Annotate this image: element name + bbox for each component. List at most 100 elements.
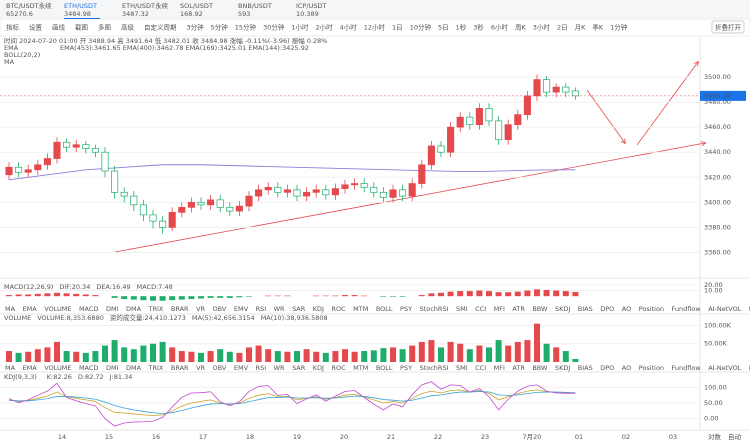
indicator-tab[interactable]: TRIX [148, 305, 164, 313]
period[interactable]: 2日 [557, 24, 568, 32]
period[interactable]: 6小时 [491, 23, 509, 32]
period[interactable]: 3秒 [473, 23, 484, 32]
toolbar-item[interactable]: 自定义周期 [144, 23, 177, 32]
indicator-tab[interactable]: StochRSI [420, 305, 449, 313]
indicator-tab[interactable]: DMA [126, 305, 142, 313]
indicator-tab[interactable]: KDJ [313, 305, 324, 313]
indicator-tab[interactable]: ROC [331, 364, 346, 372]
toolbar-item[interactable]: 画线 [52, 23, 66, 32]
indicator-tab[interactable]: Position [639, 305, 664, 313]
fold-button[interactable] [711, 20, 745, 34]
indicator-tab[interactable]: MA [5, 305, 16, 313]
indicator-tab[interactable]: SKDJ [555, 305, 570, 313]
indicator-tab[interactable]: DMA [126, 364, 142, 372]
indicator-tab[interactable]: TRIX [148, 364, 164, 372]
period[interactable]: 2小时 [315, 23, 333, 32]
indicator-tab[interactable]: WR [274, 364, 285, 372]
indicator-tab[interactable]: RSI [256, 305, 267, 313]
indicator-tab[interactable]: RSI [256, 364, 267, 372]
period[interactable]: 5日 [438, 24, 449, 32]
toolbar-item[interactable]: 设置 [29, 23, 43, 32]
indicator-tab[interactable]: BIAS [578, 305, 593, 313]
footer-option[interactable]: 对数 [708, 432, 722, 441]
tab-price[interactable]: 593 [238, 10, 250, 18]
tab-symbol[interactable]: ETH/USDT [64, 2, 97, 10]
indicator-tab[interactable]: Fundflow [672, 305, 702, 313]
indicator-tab[interactable]: AO [622, 305, 631, 313]
period[interactable]: 1分钟 [610, 23, 628, 32]
indicator-tab[interactable]: DMI [106, 364, 119, 372]
indicator-tab[interactable]: BRAR [171, 364, 189, 372]
indicator-tab[interactable]: AI-NetVOL [708, 305, 742, 313]
period[interactable]: 4小时 [340, 23, 358, 32]
tab-price[interactable]: 3487.32 [122, 10, 149, 18]
indicator-tab[interactable]: EMA [23, 364, 38, 372]
period[interactable]: 月K [575, 24, 587, 32]
indicator-tab[interactable]: DPO [600, 364, 614, 372]
tab-symbol[interactable]: ICP/USDT [296, 2, 326, 10]
indicator-tab[interactable]: WR [274, 305, 285, 313]
indicator-tab[interactable]: PSY [400, 364, 412, 372]
indicator-tab[interactable]: SAR [292, 305, 306, 313]
indicator-tab[interactable]: BBW [532, 305, 548, 313]
indicator-tab[interactable]: MFI [494, 305, 505, 313]
indicator-tab[interactable]: EMA [23, 305, 38, 313]
tab-symbol[interactable]: BNB/USDT [238, 2, 272, 10]
indicator-tab[interactable]: BOLL [376, 364, 393, 372]
indicator-tab[interactable]: AO [622, 364, 631, 372]
period[interactable]: 12小时 [364, 23, 386, 32]
indicator-tab[interactable]: SMI [456, 364, 468, 372]
period[interactable]: 10分钟 [410, 23, 432, 32]
indicator-tab[interactable]: SKDJ [555, 364, 570, 372]
period[interactable]: 3小时 [533, 23, 551, 32]
indicator-tab[interactable]: AI-NetVOL [708, 364, 742, 372]
period[interactable]: 1秒 [456, 23, 467, 32]
indicator-tab[interactable]: LSUR [749, 305, 750, 313]
indicator-tab[interactable]: BIAS [578, 364, 593, 372]
tab-symbol[interactable]: ETH/USDT永续 [122, 1, 169, 10]
indicator-tab[interactable]: MTM [353, 364, 368, 372]
tab-price[interactable]: 10.389 [296, 10, 319, 18]
indicator-tab[interactable]: LSUR [749, 364, 750, 372]
indicator-tab[interactable]: ATR [512, 364, 525, 372]
period[interactable]: 1小时 [291, 23, 309, 32]
indicator-tab[interactable]: DPO [600, 305, 614, 313]
period[interactable]: 30分钟 [263, 23, 285, 32]
indicator-tab[interactable]: MA [5, 364, 16, 372]
indicator-tab[interactable]: KDJ [313, 364, 324, 372]
period[interactable]: 季K [592, 23, 604, 32]
tab-symbol[interactable]: SOL/USDT [180, 2, 213, 10]
indicator-tab[interactable]: PSY [400, 305, 412, 313]
indicator-tab[interactable]: ROC [331, 305, 346, 313]
indicator-tab[interactable]: VOLUME [44, 364, 71, 372]
indicator-tab[interactable]: EMV [234, 305, 249, 313]
tab-price[interactable]: 168.92 [180, 10, 203, 18]
indicator-tab[interactable]: OBV [213, 305, 227, 313]
indicator-tab[interactable]: SAR [292, 364, 306, 372]
period[interactable]: 1日 [392, 24, 403, 32]
tab-symbol[interactable]: BTC/USDT永续 [6, 1, 52, 10]
toolbar-item[interactable]: 截图 [75, 23, 88, 32]
indicator-tab[interactable]: StochRSI [420, 364, 449, 372]
indicator-tab[interactable]: Fundflow [672, 364, 702, 372]
indicator-tab[interactable]: OBV [213, 364, 227, 372]
indicator-tab[interactable]: BOLL [376, 305, 393, 313]
indicator-tab[interactable]: MFI [494, 364, 505, 372]
indicator-tab[interactable]: VR [196, 364, 205, 372]
toolbar-item[interactable]: 高级 [121, 23, 135, 32]
period[interactable]: 5分钟 [211, 23, 229, 32]
indicator-tab[interactable]: ATR [512, 305, 525, 313]
indicator-tab[interactable]: BBW [532, 364, 548, 372]
indicator-tab[interactable]: CCI [475, 364, 486, 372]
indicator-tab[interactable]: MACD [79, 364, 98, 372]
period[interactable]: 15分钟 [235, 23, 257, 32]
indicator-tab[interactable]: Position [639, 364, 664, 372]
indicator-tab[interactable]: EMV [234, 364, 249, 372]
indicator-tab[interactable]: MACD [79, 305, 98, 313]
period[interactable]: 周K [515, 24, 527, 32]
period[interactable]: 3分钟 [187, 23, 205, 32]
indicator-tab[interactable]: SMI [456, 305, 468, 313]
toolbar-item[interactable]: 指标 [6, 23, 20, 32]
indicator-tab[interactable]: MTM [353, 305, 368, 313]
toolbar-item[interactable]: 多图 [98, 23, 111, 32]
